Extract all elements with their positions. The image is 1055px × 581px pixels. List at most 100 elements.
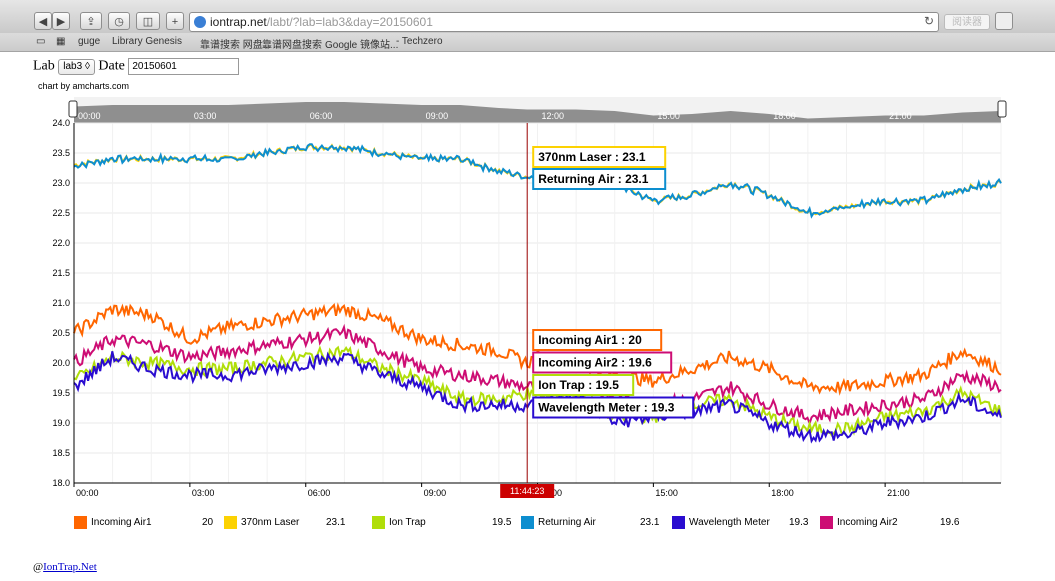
legend-label: Ion Trap: [389, 517, 426, 528]
balloon-box: [532, 168, 667, 190]
footer: @IonTrap.Net: [33, 561, 97, 573]
y-tick-label: 24.0: [52, 118, 70, 128]
url-host: iontrap.net: [210, 15, 267, 29]
scrollbar-preview-area: [74, 102, 1001, 123]
balloon-label: Returning Air : 23.1: [538, 172, 649, 186]
scrollbar-tick-label: 18:00: [773, 111, 796, 121]
x-tick-label: 06:00: [308, 488, 331, 498]
reading-list-icon[interactable]: ◫: [136, 12, 160, 30]
scrollbar-tick-label: 15:00: [657, 111, 680, 121]
balloon-box: [532, 146, 667, 168]
legend-value: 19.5: [492, 517, 512, 528]
share-icon[interactable]: ⇪: [80, 12, 102, 30]
legend-swatch[interactable]: [372, 516, 385, 529]
y-tick-label: 19.5: [52, 388, 70, 398]
chart-balloons: 370nm Laser : 23.1 Returning Air : 23.1 In…: [532, 146, 695, 419]
bookmark-guge[interactable]: guge: [78, 36, 101, 47]
x-tick-label: 15:00: [655, 488, 678, 498]
address-bar[interactable]: iontrap.net/labt/?lab=lab3&day=20150601: [189, 12, 939, 32]
cursor-time-label: 11:44:23: [510, 486, 544, 496]
bookmark-kaopu-search[interactable]: 靠谱搜索 网盘...: [200, 40, 272, 51]
balloon-box: [532, 329, 663, 351]
lab-select-value: lab3: [63, 60, 83, 72]
reload-icon[interactable]: ↻: [924, 14, 935, 28]
y-tick-label: 23.0: [52, 178, 70, 188]
legend-label: 370nm Laser: [241, 517, 300, 528]
lab-label: Lab: [33, 58, 55, 74]
scrollbar-tick-label: 06:00: [310, 111, 333, 121]
y-tick-label: 23.5: [52, 148, 70, 158]
chart-cursor: 11:44:23: [500, 123, 555, 498]
balloon-label: 370nm Laser : 23.1: [538, 150, 646, 164]
legend-swatch[interactable]: [224, 516, 237, 529]
browser-toolbar: ◀ ▶ ⇪ ◷ ◫ + iontrap.net/labt/?lab=lab3&d…: [0, 0, 1055, 34]
scrollbar-right-handle[interactable]: [997, 100, 1007, 118]
open-book-icon[interactable]: ▭: [36, 36, 46, 47]
y-tick-label: 22.5: [52, 208, 70, 218]
back-icon[interactable]: ◀: [34, 12, 52, 30]
y-tick-label: 19.0: [52, 418, 70, 428]
reader-button[interactable]: 阅读器: [944, 14, 990, 30]
grid-icon[interactable]: ▦: [56, 36, 66, 47]
legend-label: Incoming Air2: [837, 517, 898, 528]
chart-axes: 24.0 23.5 23.0 22.5 22.0 21.5 21.0 20.5 20.0 19.5…: [52, 118, 1001, 498]
balloon-box: [532, 396, 695, 419]
y-tick-label: 21.5: [52, 268, 70, 278]
legend-swatch[interactable]: [672, 516, 685, 529]
downloads-icon[interactable]: [995, 12, 1013, 30]
chart-credit[interactable]: chart by amcharts.com: [38, 81, 130, 91]
date-label: Date: [98, 58, 125, 74]
balloon-label: Wavelength Meter : 19.3: [538, 401, 675, 415]
scrollbar-tick-label: 21:00: [889, 111, 912, 121]
chart-controls: Lab lab3 ◊ Date 20150601: [33, 58, 240, 75]
balloon-box: [532, 374, 635, 396]
history-icon[interactable]: ◷: [108, 12, 130, 30]
legend-value: 19.6: [940, 517, 960, 528]
balloon-label: Incoming Air2 : 19.6: [538, 356, 652, 370]
legend-label: Wavelength Meter: [689, 517, 770, 528]
balloon-label: Incoming Air1 : 20: [538, 333, 642, 347]
balloon-label: Ion Trap : 19.5: [538, 378, 619, 392]
bookmark-techzero[interactable]: - Techzero: [396, 36, 443, 47]
legend-swatch[interactable]: [521, 516, 534, 529]
balloon-box: [532, 351, 673, 374]
x-tick-label: 09:00: [424, 488, 447, 498]
y-tick-label: 18.5: [52, 448, 70, 458]
bookmark-google-mirror[interactable]: Google 镜像站...: [325, 40, 399, 51]
date-input[interactable]: 20150601: [128, 58, 240, 75]
legend-swatch[interactable]: [820, 516, 833, 529]
chart-scrollbar[interactable]: 00:00 03:00 06:00 09:00 12:00 15:00 18:00 21:00: [68, 97, 1007, 123]
scrollbar-tick-label: 12:00: [542, 111, 565, 121]
new-tab-icon[interactable]: +: [166, 12, 184, 30]
scrollbar-tick-label: 00:00: [78, 111, 101, 121]
lab-select[interactable]: lab3 ◊: [58, 58, 95, 75]
url-path: /labt/?lab=lab3&day=20150601: [266, 15, 433, 29]
forward-icon[interactable]: ▶: [52, 12, 70, 30]
y-tick-label: 20.5: [52, 328, 70, 338]
x-tick-label: 03:00: [192, 488, 215, 498]
bookmarks-bar: ▭ ▦ guge Library Genesis 靠谱搜索 网盘... 靠谱网盘…: [0, 33, 1055, 52]
scrollbar-tick-label: 03:00: [194, 111, 217, 121]
legend-label: Incoming Air1: [91, 517, 152, 528]
x-tick-label: 21:00: [887, 488, 910, 498]
legend-value: 23.1: [640, 517, 660, 528]
footer-link[interactable]: IonTrap.Net: [43, 561, 97, 573]
cursor-time-box: [500, 484, 555, 498]
globe-icon: [194, 16, 206, 28]
y-tick-label: 21.0: [52, 298, 70, 308]
y-tick-label: 18.0: [52, 478, 70, 488]
x-tick-label: 18:00: [771, 488, 794, 498]
scrollbar-left-handle[interactable]: [68, 100, 78, 118]
y-tick-label: 20.0: [52, 358, 70, 368]
legend-value: 19.3: [789, 517, 809, 528]
footer-at: @: [33, 561, 44, 573]
scrollbar-tick-label: 09:00: [426, 111, 449, 121]
legend-swatch[interactable]: [74, 516, 87, 529]
legend-label: Returning Air: [538, 517, 596, 528]
y-tick-label: 22.0: [52, 238, 70, 248]
bookmark-kaopu-pan[interactable]: 靠谱网盘搜索: [262, 40, 322, 51]
legend-value: 20: [202, 517, 214, 528]
legend-value: 23.1: [326, 517, 346, 528]
bookmark-library-genesis[interactable]: Library Genesis: [112, 36, 183, 47]
